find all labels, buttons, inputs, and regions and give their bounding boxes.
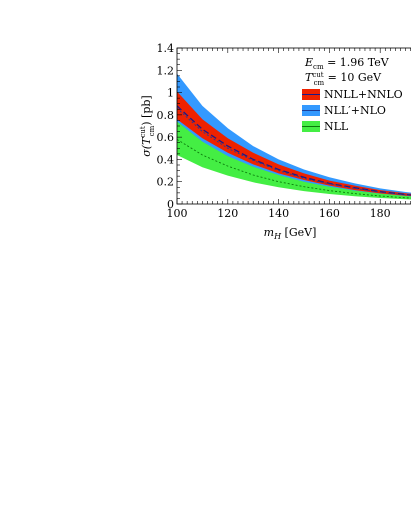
y-tick-label: 0.2 xyxy=(157,176,175,189)
x-tick-label: 100 xyxy=(167,207,188,220)
x-tick-label: 140 xyxy=(268,207,289,220)
axes-layer: 100 120 140 160 180 0 0.2 0.4 0.6 0.8 1 1.2 1.4 xyxy=(157,42,411,220)
y-tick-label: 0.8 xyxy=(157,109,175,122)
central-line-1 xyxy=(177,107,411,196)
y-tick-label: 0 xyxy=(167,198,174,211)
x-axis-title: mH [GeV] xyxy=(264,226,317,241)
y-tick-label: 1 xyxy=(167,87,174,100)
y-tick-label: 1.2 xyxy=(157,64,175,77)
y-tick-label: 1.4 xyxy=(157,42,175,55)
annotation-tcut: Tcut cm = 10 GeV xyxy=(305,71,382,87)
legend-label-1: NLL′+NLO xyxy=(324,104,386,117)
y-axis-title: σ(Tcutcm) [pb] xyxy=(139,95,156,156)
x-tick-label: 160 xyxy=(319,207,340,220)
x-tick-label: 180 xyxy=(370,207,391,220)
labels-layer: mH [GeV] σ(Tcutcm) [pb] Ecm = 1.96 TeV T… xyxy=(139,56,390,241)
bands-layer xyxy=(177,73,411,200)
central-line-0 xyxy=(177,105,411,196)
legend: NNLL+NNLO NLL′+NLO NLL xyxy=(302,88,403,133)
y-tick-label: 0.6 xyxy=(157,131,175,144)
legend-label-0: NNLL+NNLO xyxy=(324,88,403,101)
central-line-2 xyxy=(177,139,411,199)
band-2 xyxy=(177,121,411,200)
legend-label-2: NLL xyxy=(324,120,349,133)
x-tick-label: 120 xyxy=(217,207,238,220)
y-tick-label: 0.4 xyxy=(157,153,175,166)
annotation-ecm: Ecm = 1.96 TeV xyxy=(304,56,390,71)
